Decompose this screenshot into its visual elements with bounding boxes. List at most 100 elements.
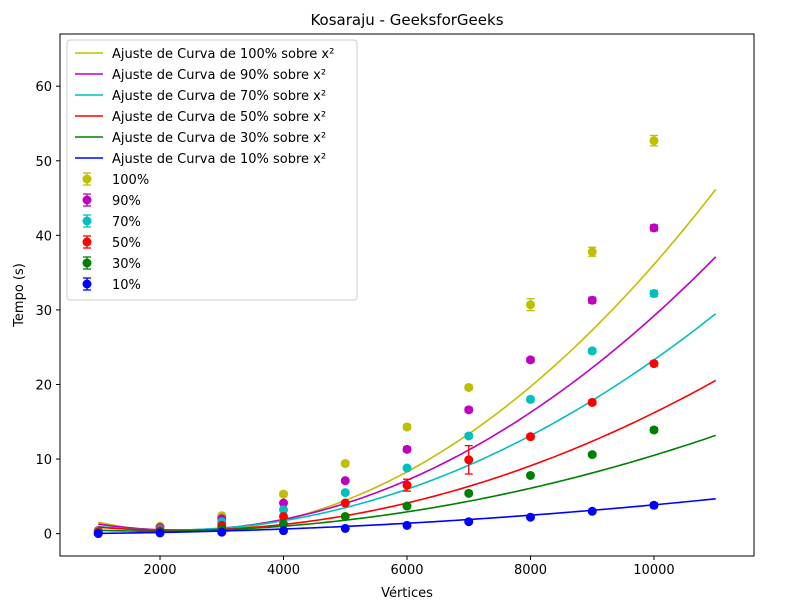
data-point (402, 463, 412, 473)
data-point (587, 295, 597, 305)
marker (587, 506, 597, 516)
marker (402, 520, 412, 530)
data-point (649, 425, 659, 435)
data-point (464, 517, 474, 527)
legend-fit-label: Ajuste de Curva de 70% sobre x² (112, 89, 326, 104)
data-point (340, 511, 350, 521)
y-tick-label: 40 (35, 229, 52, 244)
marker (649, 425, 659, 435)
legend-series-label: 30% (112, 257, 141, 272)
legend-fit-label: Ajuste de Curva de 100% sobre x² (112, 47, 334, 62)
marker (649, 500, 659, 510)
data-point (279, 519, 289, 529)
legend-marker-swatch (82, 216, 92, 226)
data-point (340, 476, 350, 486)
marker (587, 295, 597, 305)
x-tick-label: 6000 (390, 563, 423, 578)
data-point (217, 527, 227, 537)
marker (279, 498, 289, 508)
y-axis: 0 10 20 30 40 50 60 (35, 80, 60, 543)
marker (525, 394, 535, 404)
marker (402, 480, 412, 490)
data-point (587, 346, 597, 356)
marker (279, 505, 289, 515)
marker (525, 512, 535, 522)
marker (340, 498, 350, 508)
marker (402, 422, 412, 432)
legend-series-label: 50% (112, 236, 141, 251)
marker (649, 223, 659, 233)
marker (525, 355, 535, 365)
data-point (464, 488, 474, 498)
legend-marker-swatch (82, 174, 92, 184)
data-point (279, 498, 289, 508)
y-tick-label: 20 (35, 378, 52, 393)
y-tick-label: 50 (35, 155, 52, 170)
x-axis: 2000 4000 6000 8000 10000 (143, 556, 675, 578)
data-point (649, 134, 659, 147)
marker (587, 247, 597, 257)
data-point (402, 520, 412, 530)
x-tick-label: 2000 (143, 563, 176, 578)
marker (340, 459, 350, 469)
data-point (525, 432, 535, 442)
marker (279, 489, 289, 499)
fit-curve (98, 434, 716, 533)
marker (464, 382, 474, 392)
data-point (649, 500, 659, 510)
marker (340, 511, 350, 521)
chart-title: Kosaraju - GeeksforGeeks (310, 11, 503, 29)
data-point (464, 382, 474, 392)
legend-marker-swatch (82, 279, 92, 289)
data-point (649, 359, 659, 369)
data-point (402, 422, 412, 432)
legend-fit-label: Ajuste de Curva de 90% sobre x² (112, 68, 326, 83)
data-point (587, 450, 597, 460)
y-tick-label: 30 (35, 304, 52, 319)
y-tick-label: 60 (35, 80, 52, 95)
data-point (402, 444, 412, 454)
legend-series-label: 90% (112, 194, 141, 209)
marker (93, 529, 103, 539)
data-point (464, 444, 474, 475)
marker (340, 523, 350, 533)
y-tick-label: 0 (44, 528, 52, 543)
marker (464, 488, 474, 498)
legend-fit-label: Ajuste de Curva de 10% sobre x² (112, 152, 326, 167)
marker (587, 397, 597, 407)
data-point (279, 526, 289, 536)
marker (402, 463, 412, 473)
marker (155, 528, 165, 538)
legend-marker-swatch (82, 258, 92, 268)
marker (279, 511, 289, 521)
data-point (464, 405, 474, 415)
series-5 (93, 498, 716, 539)
marker (587, 346, 597, 356)
marker (279, 519, 289, 529)
legend-series-label: 10% (112, 278, 141, 293)
marker (525, 300, 535, 310)
data-point (402, 501, 412, 511)
legend-series-label: 100% (112, 173, 149, 188)
data-point (587, 506, 597, 516)
marker (525, 432, 535, 442)
data-point (340, 523, 350, 533)
marker (464, 405, 474, 415)
legend: Ajuste de Curva de 100% sobre x² Ajuste d… (66, 39, 358, 301)
x-axis-label: Vértices (381, 586, 433, 601)
marker (587, 450, 597, 460)
data-point (340, 488, 350, 498)
data-point (464, 431, 474, 441)
data-point (649, 289, 659, 299)
marker (525, 470, 535, 480)
legend-marker-swatch (82, 237, 92, 247)
x-tick-label: 8000 (514, 563, 547, 578)
x-tick-label: 10000 (633, 563, 674, 578)
legend-box (66, 39, 358, 301)
marker (402, 444, 412, 454)
marker (340, 476, 350, 486)
plot-area (93, 134, 717, 539)
data-point (525, 512, 535, 522)
data-point (279, 489, 289, 499)
